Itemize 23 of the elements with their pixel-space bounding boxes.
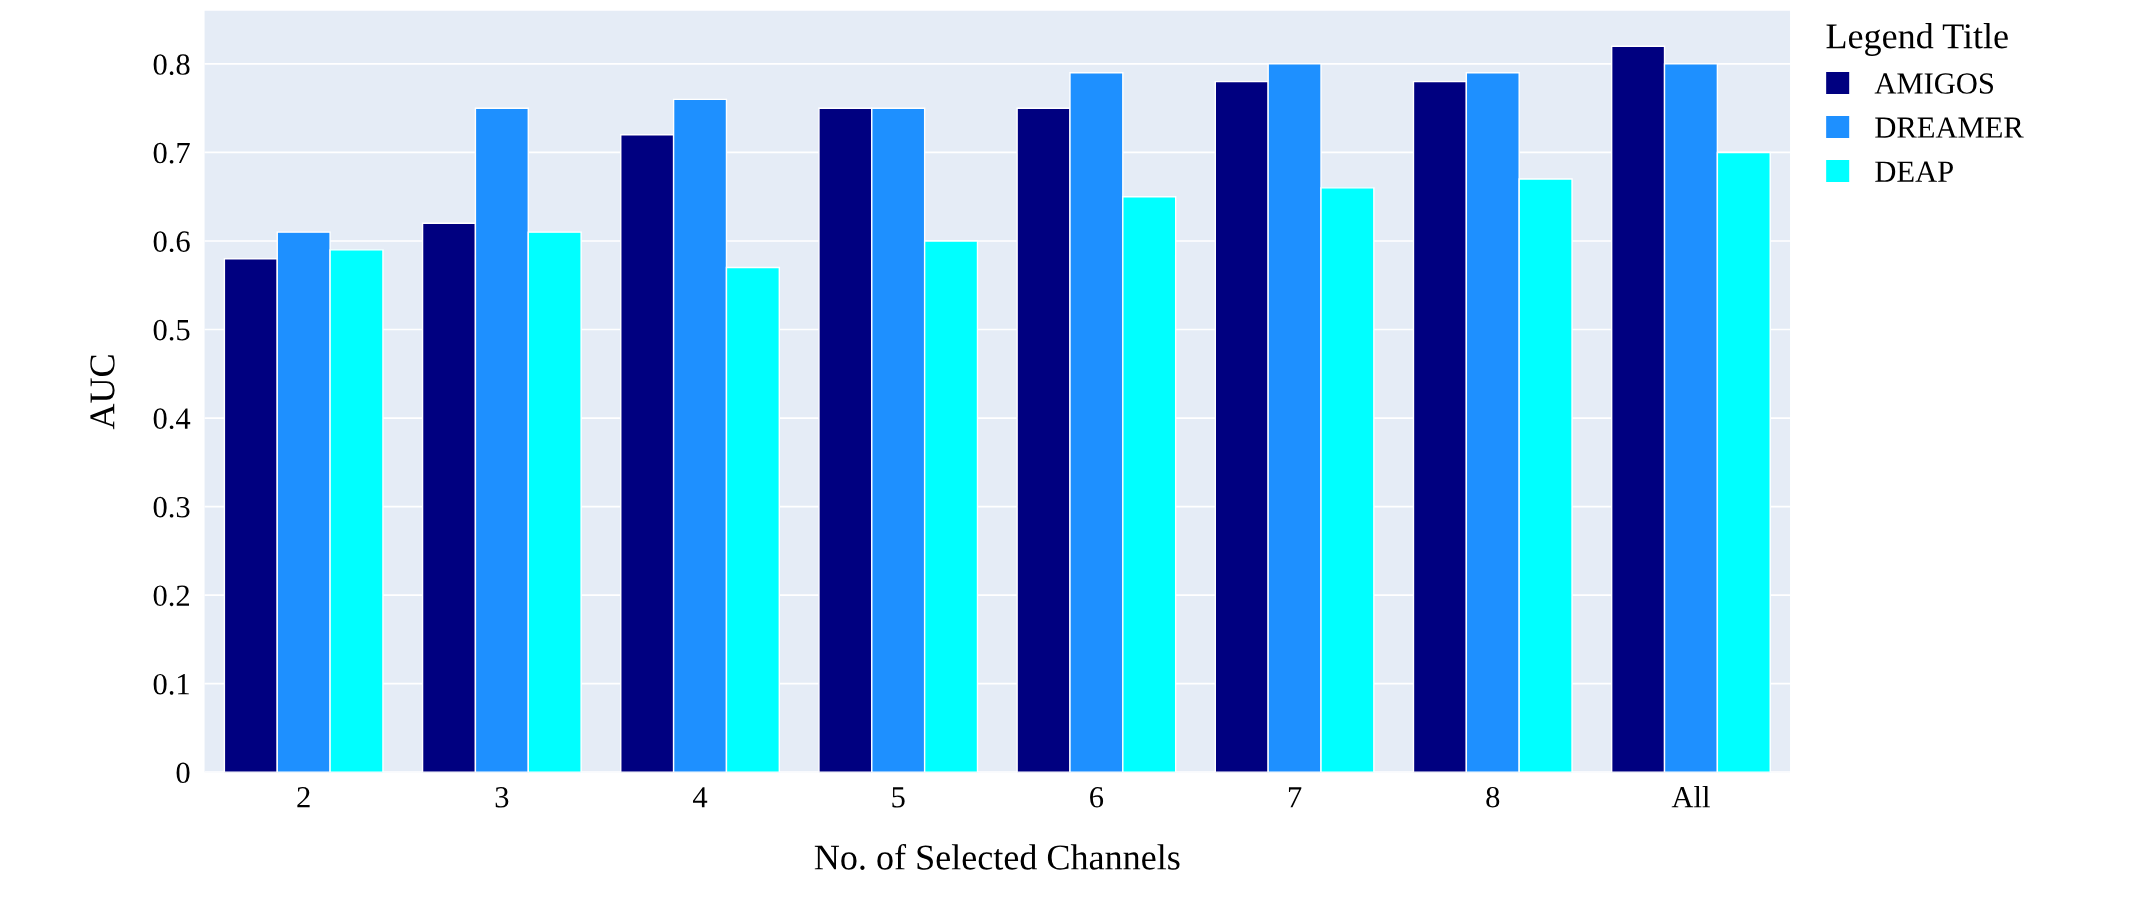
legend-label: DEAP bbox=[1875, 161, 1953, 182]
y-tick-label: 0.2 bbox=[153, 585, 189, 607]
y-tick-label: 0.7 bbox=[153, 142, 190, 164]
legend-label: AMIGOS bbox=[1874, 73, 1993, 94]
y-tick-label: 0.8 bbox=[153, 54, 190, 75]
y-tick-label: 0.5 bbox=[153, 319, 190, 341]
x-tick-label: 5 bbox=[892, 787, 905, 808]
y-tick-label: 0.3 bbox=[153, 496, 190, 518]
x-tick-label: 8 bbox=[1486, 786, 1500, 808]
y-tick-label: 0.1 bbox=[153, 673, 189, 695]
x-tick-label: 3 bbox=[495, 787, 509, 808]
x-tick-label: 4 bbox=[692, 787, 708, 808]
y-tick-label: 0.4 bbox=[153, 408, 191, 430]
y-axis-title: AUC bbox=[90, 355, 115, 430]
y-tick-label: 0.6 bbox=[153, 231, 190, 253]
x-tick-label: All bbox=[1671, 786, 1710, 808]
x-tick-label: 7 bbox=[1288, 787, 1302, 808]
x-tick-label: 2 bbox=[297, 787, 310, 808]
x-tick-label: 6 bbox=[1090, 787, 1104, 808]
legend-title: Legend Title bbox=[1826, 23, 2008, 56]
legend-label: DREAMER bbox=[1875, 117, 2024, 138]
x-axis-title: No. of Selected Channels bbox=[814, 843, 1180, 870]
y-tick-label: 0 bbox=[176, 762, 190, 784]
